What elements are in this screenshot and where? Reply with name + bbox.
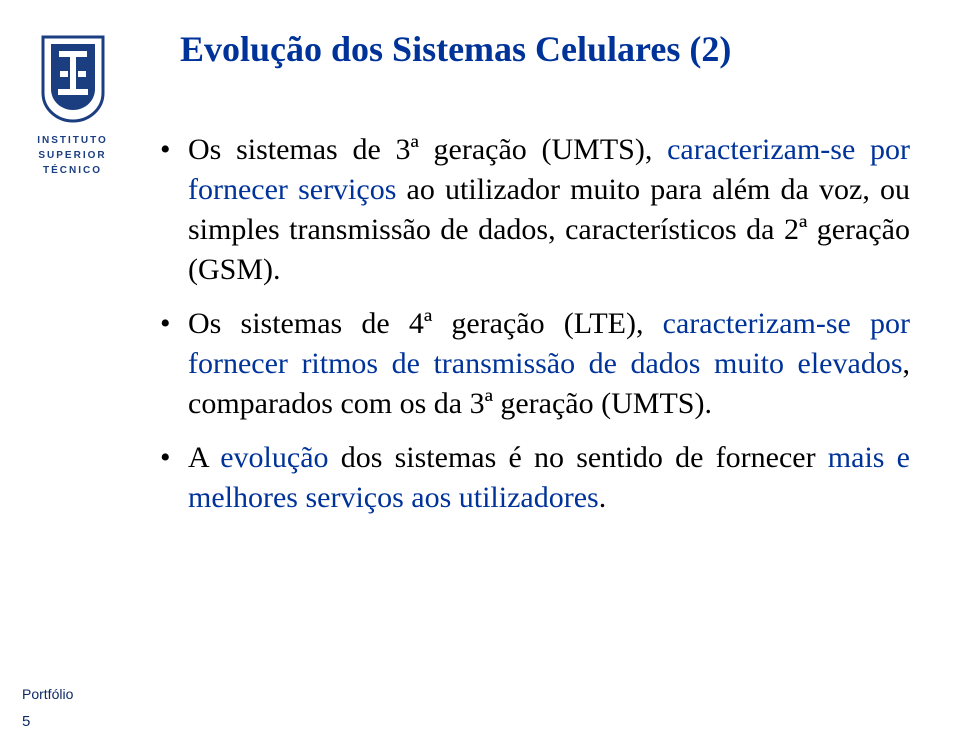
text-run: Os sistemas de 3ª geração (UMTS),	[188, 133, 667, 166]
inst-line-3: TÉCNICO	[43, 165, 102, 176]
bullet-glyph: •	[160, 438, 188, 518]
inst-line-2: SUPERIOR	[38, 150, 106, 161]
bullet-item: • Os sistemas de 3ª geração (UMTS), cara…	[160, 130, 910, 290]
bullet-item: • Os sistemas de 4ª geração (LTE), carac…	[160, 304, 910, 424]
text-run: Os sistemas de 4ª geração (LTE),	[188, 307, 663, 340]
bullet-glyph: •	[160, 304, 188, 424]
content-area: • Os sistemas de 3ª geração (UMTS), cara…	[160, 130, 910, 532]
footer-label: Portfólio	[22, 686, 73, 702]
bullet-text: Os sistemas de 4ª geração (LTE), caracte…	[188, 304, 910, 424]
text-run: .	[599, 481, 607, 514]
inst-line-1: INSTITUTO	[37, 135, 108, 146]
bullet-item: • A evolução dos sistemas é no sentido d…	[160, 438, 910, 518]
text-run: A	[188, 441, 220, 474]
slide-title: Evolução dos Sistemas Celulares (2)	[180, 28, 920, 70]
slide: INSTITUTO SUPERIOR TÉCNICO Evolução dos …	[0, 0, 960, 736]
bullet-text: A evolução dos sistemas é no sentido de …	[188, 438, 910, 518]
institution-name: INSTITUTO SUPERIOR TÉCNICO	[37, 133, 108, 178]
ist-shield-icon	[41, 35, 105, 123]
text-run: evolução	[220, 441, 328, 474]
text-run: dos sistemas é no sentido de fornecer	[329, 441, 828, 474]
bullet-glyph: •	[160, 130, 188, 290]
bullet-text: Os sistemas de 3ª geração (UMTS), caract…	[188, 130, 910, 290]
page-number: 5	[22, 713, 30, 730]
logo-block: INSTITUTO SUPERIOR TÉCNICO	[25, 35, 120, 178]
